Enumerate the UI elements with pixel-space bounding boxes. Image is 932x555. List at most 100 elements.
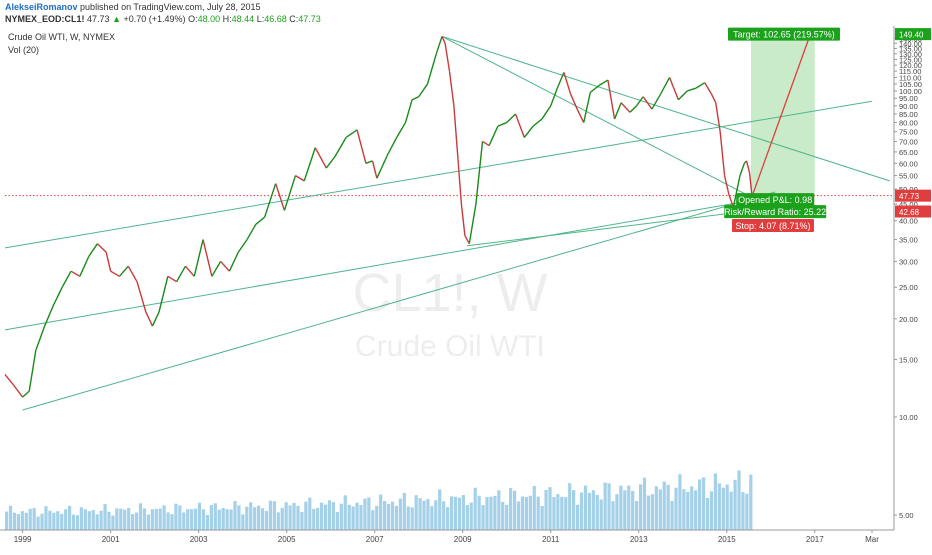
price-segment [212, 261, 221, 276]
price-segment [412, 97, 419, 100]
volume-bar [25, 513, 28, 530]
volume-bar [682, 489, 685, 530]
volume-bar [418, 498, 421, 530]
price-segment [445, 43, 449, 71]
price-segment [80, 257, 89, 277]
x-tick-label: 2011 [542, 535, 560, 544]
volume-bar [135, 513, 138, 530]
price-segment [599, 80, 608, 85]
volume-bar [631, 491, 634, 530]
volume-bar [430, 506, 433, 530]
volume-bar [667, 485, 670, 530]
volume-bar [643, 478, 646, 530]
volume-bar [52, 513, 55, 530]
x-tick-label: 2007 [366, 535, 384, 544]
volume-bar [690, 486, 693, 530]
volume-bar [403, 493, 406, 530]
volume-bar [466, 505, 469, 530]
price-segment [62, 271, 71, 287]
volume-bar [269, 501, 272, 530]
volume-bar [312, 509, 315, 530]
volume-bar [166, 512, 169, 530]
volume-bar [674, 488, 677, 530]
price-segment [483, 141, 490, 145]
price-segment [346, 130, 357, 138]
volume-bar [395, 506, 398, 530]
volume-bar [174, 504, 177, 530]
volume-bar [556, 494, 559, 530]
published-text: published on TradingView.com, July 28, 2… [80, 2, 260, 12]
y-tick-label: 40.00 [899, 217, 918, 226]
price-segment [711, 94, 715, 103]
price-segment [454, 106, 458, 163]
volume-bar [745, 494, 748, 530]
volume-bar [604, 483, 607, 530]
volume-bar [564, 497, 567, 530]
price-segment [168, 276, 177, 281]
volume-bar [44, 506, 47, 530]
volume-bar [33, 508, 36, 530]
volume-bar [115, 508, 118, 530]
price-segment [335, 137, 346, 156]
price-segment [643, 97, 652, 109]
volume-bar [17, 514, 20, 530]
price-tag: 47.73 [899, 192, 920, 201]
price-segment [551, 88, 558, 106]
price-segment [621, 103, 630, 113]
volume-bar [48, 511, 51, 530]
price-segment [357, 130, 366, 163]
price-segment [372, 161, 376, 178]
volume-bar [265, 511, 268, 530]
volume-bar [92, 510, 95, 530]
x-tick-label: 2009 [454, 535, 472, 544]
price-segment [14, 385, 23, 397]
volume-bar [485, 497, 488, 530]
volume-bar [222, 508, 225, 530]
volume-bar [13, 513, 16, 530]
risk-reward-label: Risk/Reward Ratio: 25.22 [724, 207, 826, 217]
price-segment [516, 114, 525, 137]
price-segment [564, 72, 571, 93]
price-segment [23, 391, 30, 397]
up-arrow-icon: ▲ [112, 14, 121, 24]
price-segment [159, 276, 168, 312]
volume-bar [706, 498, 709, 530]
price-segment [720, 132, 724, 176]
price-segment [542, 106, 551, 119]
price-segment [590, 85, 599, 92]
high-value: 48.44 [232, 14, 255, 24]
volume-bar [718, 483, 721, 530]
x-tick-label: 1999 [14, 535, 32, 544]
volume-bar [147, 514, 150, 530]
stop-label: Stop: 4.07 (8.71%) [735, 221, 810, 231]
price-segment [705, 83, 712, 94]
volume-bar [84, 509, 87, 530]
price-segment [740, 163, 744, 175]
volume-bar [249, 502, 252, 530]
price-segment [476, 141, 483, 204]
y-tick-label: 85.00 [899, 110, 918, 119]
volume-bar [60, 514, 63, 530]
volume-bar [442, 501, 445, 530]
volume-bar [76, 515, 79, 530]
volume-bar [198, 503, 201, 530]
volume-bar [663, 482, 666, 530]
volume-bar [5, 512, 8, 530]
y-tick-label: 80.00 [899, 119, 918, 128]
price-segment [152, 312, 159, 326]
volume-bar [139, 503, 142, 530]
volume-bar [438, 489, 441, 530]
volume-bar [131, 514, 134, 530]
x-tick-label: 2017 [806, 535, 824, 544]
volume-bar [170, 514, 173, 530]
y-tick-label: 10.00 [899, 413, 918, 422]
volume-bar [600, 499, 603, 530]
price-segment [507, 114, 516, 123]
author-link[interactable]: AlekseiRomanov [5, 2, 78, 12]
price-segment [630, 106, 637, 112]
volume-bar [119, 509, 122, 530]
volume-bar [434, 500, 437, 530]
volume-bar [513, 491, 516, 530]
